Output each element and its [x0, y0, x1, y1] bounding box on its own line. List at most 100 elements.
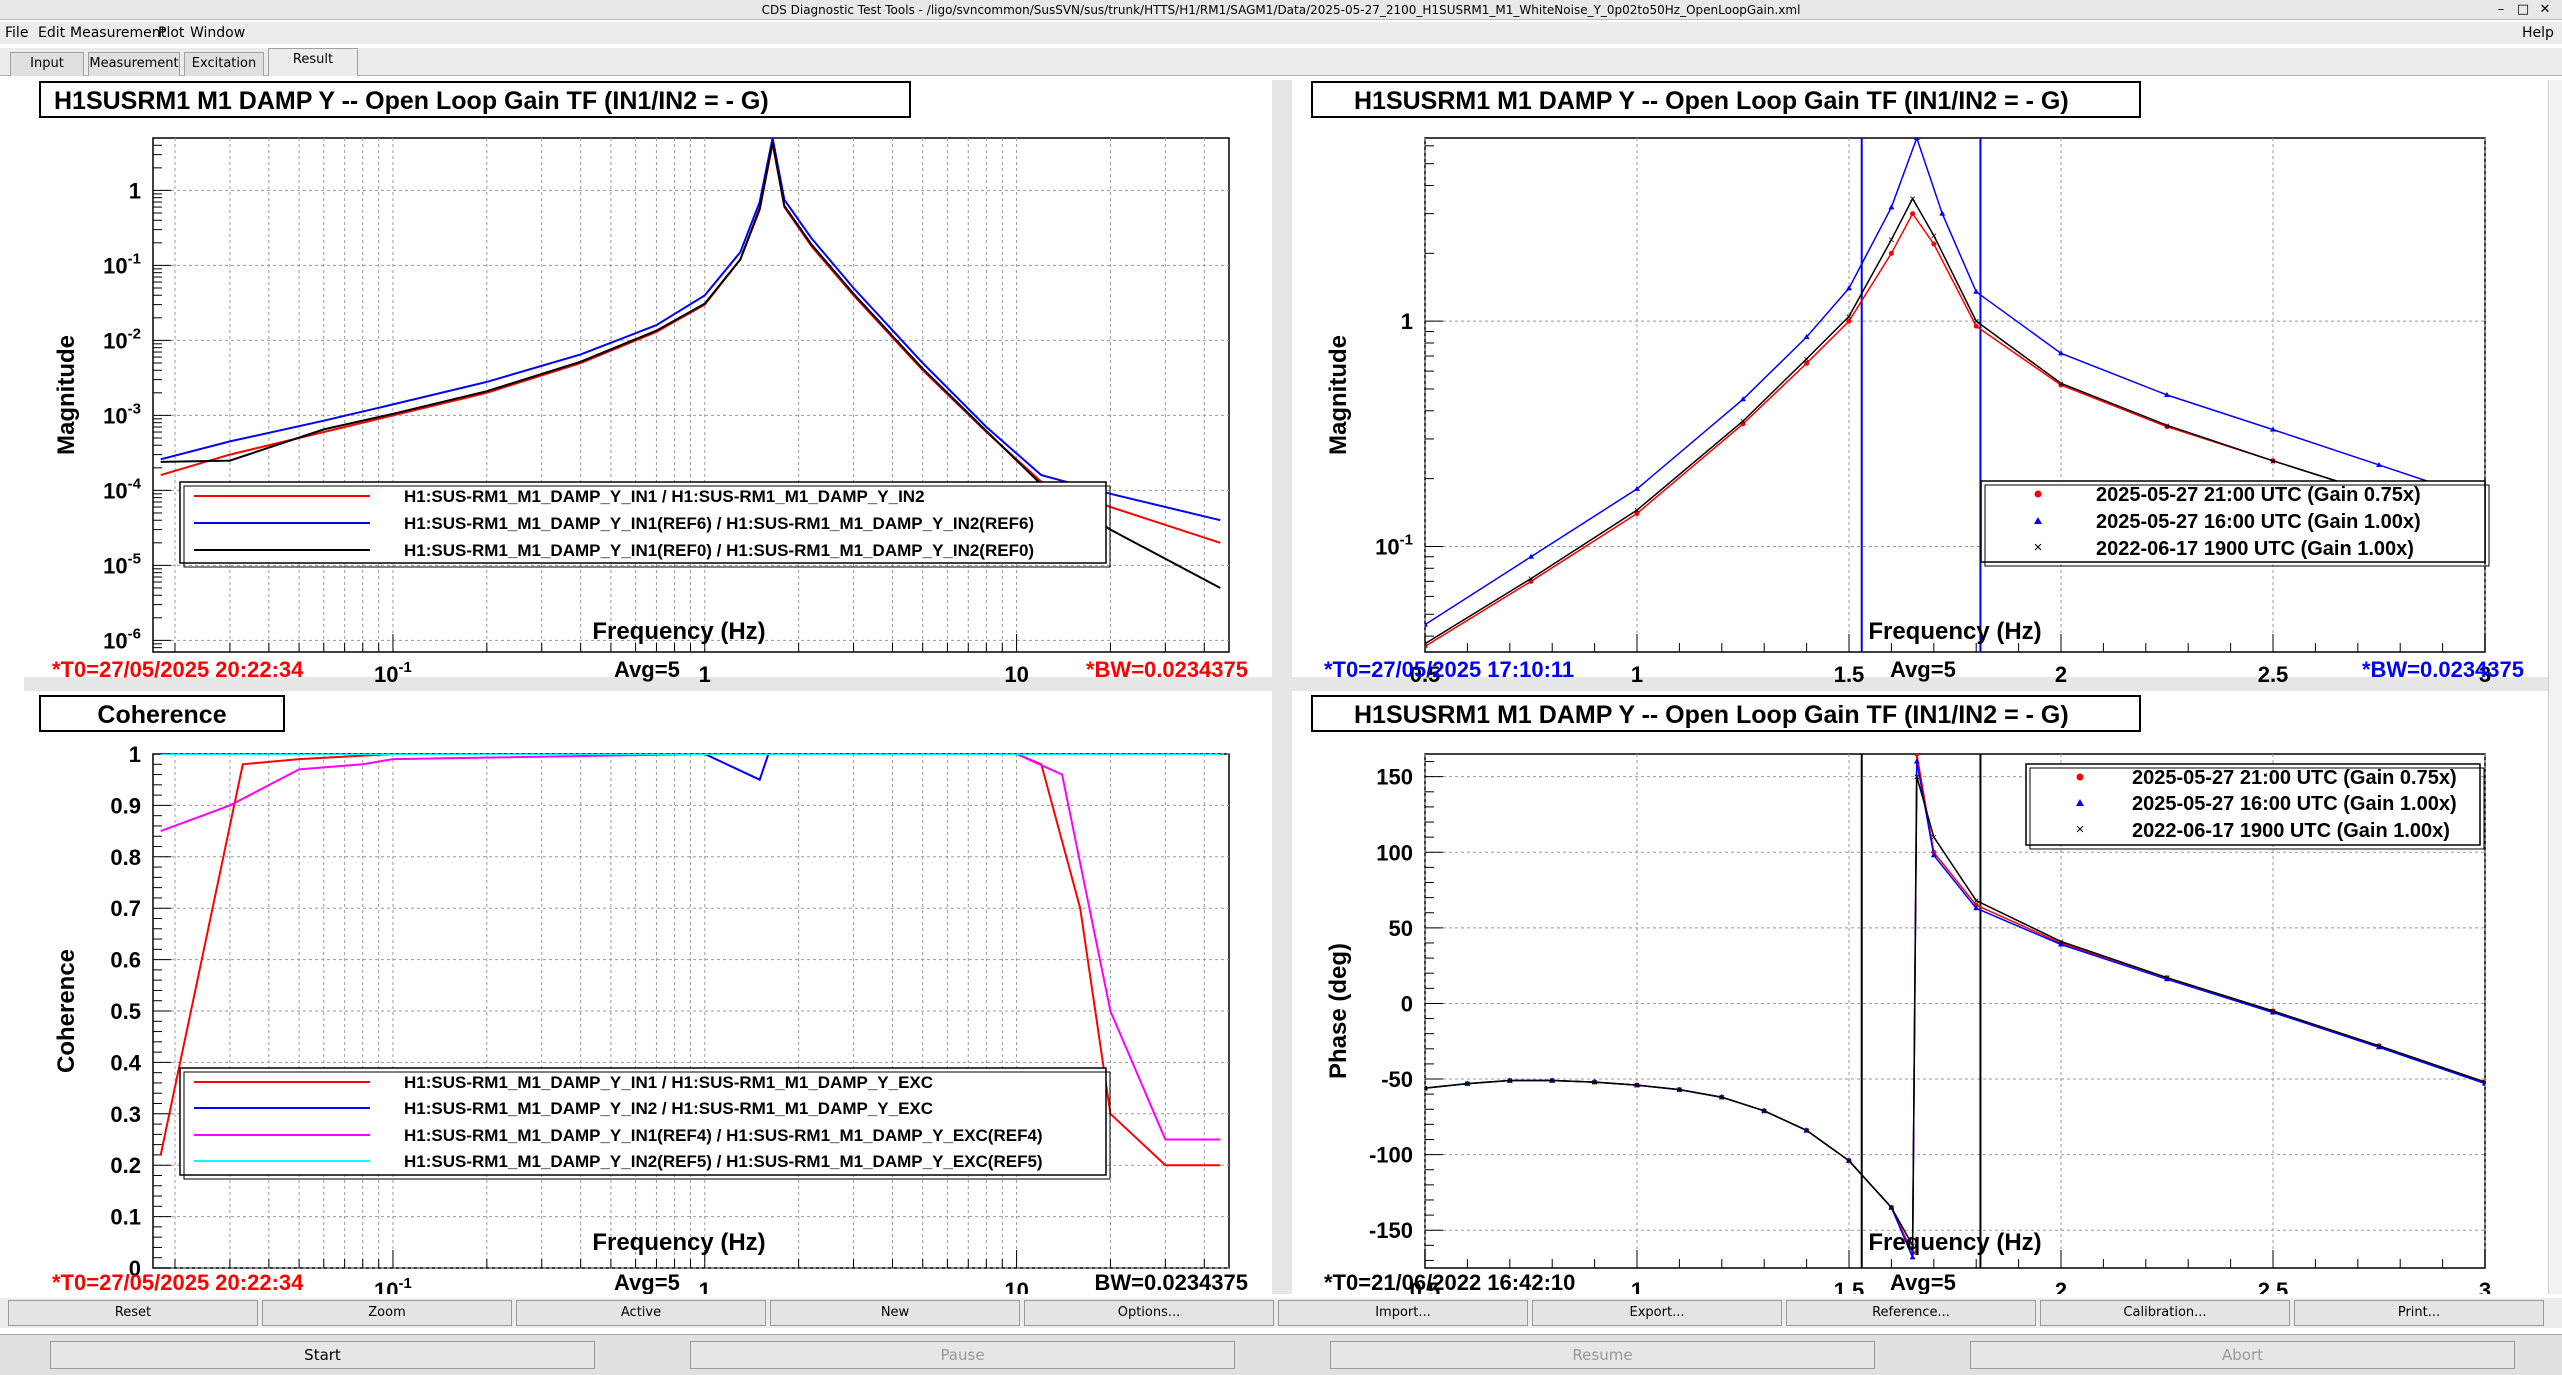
series-line — [1425, 138, 2485, 626]
menu-edit[interactable]: Edit — [38, 25, 66, 41]
print-button[interactable]: Print... — [2294, 1300, 2544, 1326]
x-tick-label: 10 — [1004, 662, 1028, 687]
menu-plot[interactable]: Plot — [158, 25, 185, 41]
y-tick-label: 1 — [129, 742, 141, 767]
y-tick-label: 0.9 — [110, 793, 141, 818]
data-point — [1425, 621, 1428, 627]
series-line — [160, 754, 1221, 1141]
start-button[interactable]: Start — [50, 1341, 595, 1369]
y-tick-label: -50 — [1381, 1067, 1413, 1092]
series: × × × × × × × × × × × × × × × × × × × × × — [1425, 772, 2485, 1252]
plot-button-bar: Reset Zoom Active New Options... Import.… — [0, 1298, 2562, 1328]
data-point: × — [1888, 235, 1894, 247]
data-point — [2376, 1044, 2382, 1050]
minimize-icon[interactable]: – — [2497, 2, 2505, 17]
t0-label: *T0=27/05/2025 20:22:34 — [52, 1270, 304, 1294]
data-point: × — [2376, 1041, 2382, 1053]
data-point — [2376, 461, 2382, 467]
pause-button[interactable]: Pause — [690, 1341, 1235, 1369]
resume-button[interactable]: Resume — [1330, 1341, 1875, 1369]
y-tick-label: 0.1 — [110, 1205, 141, 1230]
import-button[interactable]: Import... — [1278, 1300, 1528, 1326]
plot-canvas[interactable]: H1SUSRM1 M1 DAMP Y -- Open Loop Gain TF … — [24, 80, 2562, 1294]
options-button[interactable]: Options... — [1024, 1300, 1274, 1326]
series — [160, 142, 1221, 589]
reset-button[interactable]: Reset — [8, 1300, 258, 1326]
y-tick-label: -100 — [1369, 1143, 1413, 1168]
series — [160, 754, 1221, 782]
data-point: × — [1931, 230, 1937, 242]
y-axis-label: Magnitude — [1325, 335, 1352, 455]
x-axis-label: Frequency (Hz) — [1868, 1229, 2041, 1256]
y-tick-label: 0.3 — [110, 1102, 141, 1127]
data-point: × — [1634, 505, 1640, 517]
plot-grid — [153, 138, 1229, 652]
data-point — [2058, 350, 2064, 356]
tab-result[interactable]: Result — [268, 48, 358, 76]
menu-help[interactable]: Help — [2522, 25, 2554, 41]
y-tick-label: 0.6 — [110, 948, 141, 973]
vertical-scrollbar[interactable] — [2548, 80, 2562, 1294]
new-button[interactable]: New — [770, 1300, 1020, 1326]
bw-label: *BW=0.0234375 — [2362, 657, 2524, 682]
active-button[interactable]: Active — [516, 1300, 766, 1326]
data-point: × — [1591, 1077, 1597, 1089]
data-point — [1914, 754, 1920, 757]
series — [160, 138, 1221, 522]
marker-lines — [1860, 138, 1982, 652]
data-point — [1913, 758, 1920, 764]
x-tick-label: 1 — [1631, 662, 1643, 687]
series-line — [1425, 776, 2485, 1249]
plot-series: ××××××××××××××× — [1422, 138, 2485, 651]
tab-input[interactable]: Input — [10, 52, 84, 76]
data-point: × — [1528, 574, 1534, 586]
legend-entry: H1:SUS-RM1_M1_DAMP_Y_IN1(REF6) / H1:SUS-… — [404, 514, 1034, 533]
tab-bar: Input Measurement Excitation Result — [0, 48, 2562, 76]
svg-text:×: × — [2034, 539, 2043, 556]
data-point — [1939, 210, 1946, 216]
abort-button[interactable]: Abort — [1970, 1341, 2515, 1369]
calibration-button[interactable]: Calibration... — [2040, 1300, 2290, 1326]
axis-ticks: 10-1 1 10 0 0.1 0.2 0.3 0.4 0.5 0.6 0.7 0.8 0.9 1 — [110, 742, 1205, 1294]
data-point: × — [1914, 772, 1920, 784]
data-point: × — [1803, 1125, 1809, 1137]
plot-series: × × × × × × × × × × × × × × × × × × × × × — [1425, 754, 2485, 1260]
y-tick-label: 0 — [1401, 991, 1413, 1016]
data-point — [1528, 553, 1534, 559]
legend-entry: H1:SUS-RM1_M1_DAMP_Y_IN2 / H1:SUS-RM1_M1… — [404, 1099, 933, 1118]
panel-magnitude-loglog: H1SUSRM1 M1 DAMP Y -- Open Loop Gain TF … — [39, 81, 1248, 687]
series-line — [160, 142, 1221, 589]
data-point: × — [1507, 1076, 1513, 1088]
tab-excitation[interactable]: Excitation — [184, 52, 264, 76]
legend-entry: H1:SUS-RM1_M1_DAMP_Y_IN1 / H1:SUS-RM1_M1… — [404, 1073, 933, 1092]
zoom-button[interactable]: Zoom — [262, 1300, 512, 1326]
maximize-icon[interactable]: □ — [2516, 2, 2530, 17]
data-point: × — [1931, 832, 1937, 844]
panel-phase: H1SUSRM1 M1 DAMP Y -- Open Loop Gain TF … — [1311, 695, 2491, 1294]
legend-entry: H1:SUS-RM1_M1_DAMP_Y_IN1(REF0) / H1:SUS-… — [404, 541, 1034, 560]
y-tick-label: 150 — [1376, 765, 1413, 790]
series-line — [1425, 197, 2485, 645]
data-point — [1803, 334, 1810, 340]
legend: × 2025-05-27 21:00 UTC (Gain 0.75x) 2025… — [2025, 763, 2485, 850]
data-point — [1888, 204, 1895, 210]
export-button[interactable]: Export... — [1532, 1300, 1782, 1326]
menu-measurement[interactable]: Measurement — [70, 25, 167, 41]
data-point: × — [1888, 1203, 1894, 1215]
close-icon[interactable]: ✕ — [2539, 2, 2551, 17]
menu-bar: File Edit Measurement Plot Window Help — [0, 22, 2562, 44]
data-point — [1931, 241, 1937, 247]
x-tick-label: 3 — [2479, 662, 2491, 687]
reference-button[interactable]: Reference... — [1786, 1300, 2036, 1326]
data-point: × — [1422, 639, 1428, 651]
menu-window[interactable]: Window — [190, 25, 246, 41]
data-point — [1973, 288, 1980, 294]
data-point: × — [2058, 378, 2064, 390]
data-point — [1846, 318, 1852, 324]
x-tick-label: 2.5 — [2258, 1278, 2289, 1294]
tab-measurement[interactable]: Measurement — [88, 52, 180, 76]
window-controls: – □ ✕ — [2490, 0, 2556, 20]
menu-file[interactable]: File — [5, 25, 29, 41]
window-title: CDS Diagnostic Test Tools - /ligo/svncom… — [761, 3, 1801, 17]
series-line — [160, 754, 1221, 782]
